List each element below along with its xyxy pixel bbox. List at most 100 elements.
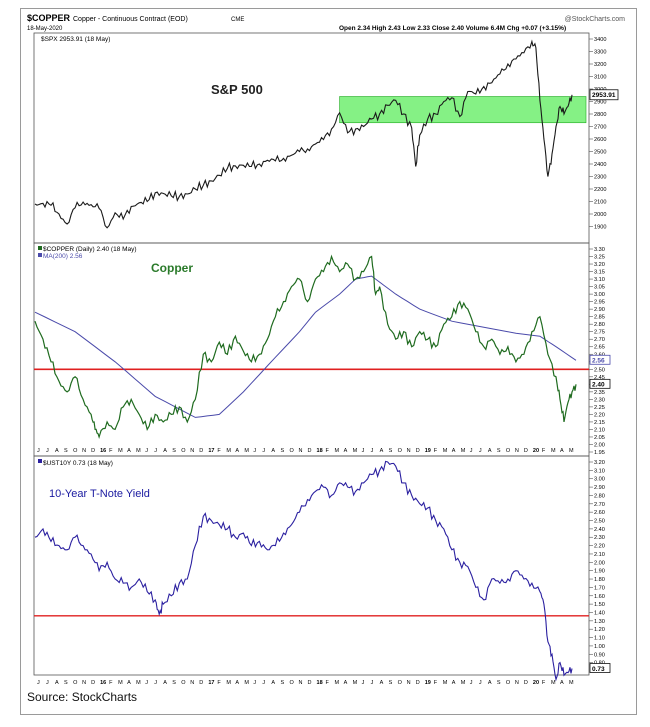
x-tick-label: O — [181, 448, 186, 454]
x-tick-label: D — [416, 680, 420, 686]
x-tick-label: A — [380, 448, 384, 454]
x-tick-label: S — [497, 448, 501, 454]
y-tick-label: 2.30 — [594, 535, 605, 541]
x-tick-label: N — [407, 680, 411, 686]
x-tick-label: S — [172, 448, 176, 454]
y-tick-label: 2.35 — [594, 390, 605, 396]
y-tick-label: 2.95 — [594, 300, 605, 306]
x-tick-label: F — [217, 680, 221, 686]
x-tick-label: N — [298, 448, 302, 454]
x-tick-label: 19 — [425, 680, 431, 686]
x-tick-label: A — [452, 448, 456, 454]
chart-symbol: $COPPER — [27, 13, 71, 23]
x-tick-label: O — [73, 448, 78, 454]
y-tick-label: 2.10 — [594, 427, 605, 433]
x-tick-label: F — [542, 448, 546, 454]
y-tick-label: 2.50 — [594, 519, 605, 525]
y-tick-label: 2.20 — [594, 544, 605, 550]
spx-y-axis: 1900 2000 2100 2200 2300 2400 2500 2600 2700 2800… — [589, 37, 606, 231]
x-tick-label: A — [55, 448, 59, 454]
y-tick-label: 2.70 — [594, 337, 605, 343]
y-tick-label: 2.80 — [594, 322, 605, 328]
x-tick-label: J — [253, 680, 256, 686]
chart-date: 18-May-2020 — [27, 26, 63, 32]
x-tick-label: N — [298, 680, 302, 686]
y-tick-label: 2.65 — [594, 345, 605, 351]
yield-x-axis: J J A S O N D 16 F M A M J J A S O N D 17 F M A M J J A S O N D 18 F M A M J… — [37, 680, 574, 686]
y-tick-label: 2.80 — [594, 493, 605, 499]
x-tick-label: 17 — [208, 680, 214, 686]
x-tick-label: M — [551, 680, 556, 686]
spx-panel — [33, 32, 590, 244]
spx-price-line — [34, 39, 573, 229]
x-tick-label: F — [326, 448, 330, 454]
y-tick-label: 1.80 — [594, 577, 605, 583]
x-tick-label: D — [524, 448, 528, 454]
x-tick-label: S — [389, 448, 393, 454]
y-tick-label: 3.00 — [594, 292, 605, 298]
x-tick-label: A — [235, 680, 239, 686]
x-tick-label: M — [244, 448, 249, 454]
ma-last-value-box — [589, 354, 611, 365]
y-tick-label: 2.90 — [594, 307, 605, 313]
y-tick-label: 3400 — [594, 37, 606, 43]
y-tick-label: 3300 — [594, 50, 606, 56]
x-tick-label: D — [91, 680, 95, 686]
y-tick-label: 2.15 — [594, 420, 605, 426]
y-tick-label: 1.10 — [594, 636, 605, 642]
x-tick-label: A — [127, 448, 131, 454]
x-tick-label: M — [226, 680, 231, 686]
y-tick-label: 2100 — [594, 200, 606, 206]
x-tick-label: 16 — [100, 680, 106, 686]
x-tick-label: D — [308, 448, 312, 454]
y-tick-label: 2300 — [594, 175, 606, 181]
x-tick-label: N — [515, 680, 519, 686]
copper-price-line — [34, 254, 577, 440]
y-tick-label: 1.20 — [594, 627, 605, 633]
x-tick-label: O — [73, 680, 78, 686]
y-tick-label: 2.60 — [594, 510, 605, 516]
x-tick-label: 17 — [208, 448, 214, 454]
x-tick-label: 16 — [100, 448, 106, 454]
x-tick-label: A — [344, 680, 348, 686]
ma-legend-swatch — [38, 253, 42, 257]
x-tick-label: D — [91, 448, 95, 454]
yield-title: 10-Year T-Note Yield — [49, 488, 150, 500]
x-tick-label: N — [82, 680, 86, 686]
yield-y-axis: 0.800.901.001.101.201.301.401.501.601.70… — [589, 460, 605, 667]
x-tick-label: A — [127, 680, 131, 686]
y-tick-label: 1.40 — [594, 610, 605, 616]
y-tick-label: 3.25 — [594, 255, 605, 261]
copper-x-axis: J J A S O N D 16 F M A M J J A S O N D 17 F M A M J J A S O N D 18 F M A M J… — [37, 448, 574, 454]
x-tick-label: S — [64, 448, 68, 454]
y-tick-label: 1.70 — [594, 585, 605, 591]
x-tick-label: M — [461, 448, 466, 454]
y-tick-label: 2.70 — [594, 502, 605, 508]
y-tick-label: 2.85 — [594, 315, 605, 321]
y-tick-label: 3.10 — [594, 277, 605, 283]
x-tick-label: M — [335, 680, 340, 686]
y-tick-label: 1.30 — [594, 619, 605, 625]
x-tick-label: D — [524, 680, 528, 686]
y-tick-label: 2.25 — [594, 405, 605, 411]
y-tick-label: 2.90 — [594, 485, 605, 491]
y-tick-label: 2.00 — [594, 442, 605, 448]
x-tick-label: M — [569, 680, 574, 686]
x-tick-label: O — [398, 680, 403, 686]
x-tick-label: J — [362, 680, 365, 686]
y-tick-label: 3.00 — [594, 477, 605, 483]
x-tick-label: M — [461, 680, 466, 686]
x-tick-label: J — [37, 680, 40, 686]
yield-legend-swatch — [38, 459, 42, 463]
x-tick-label: J — [479, 448, 482, 454]
spx-title: S&P 500 — [211, 82, 263, 97]
x-tick-label: J — [145, 680, 148, 686]
chart-exchange: CME — [231, 17, 244, 23]
x-tick-label: 20 — [533, 680, 539, 686]
y-tick-label: 3.10 — [594, 468, 605, 474]
x-tick-label: N — [515, 448, 519, 454]
x-tick-label: O — [181, 680, 186, 686]
y-tick-label: 2400 — [594, 162, 606, 168]
spx-last-value: 2953.91 — [592, 92, 616, 99]
x-tick-label: F — [434, 680, 438, 686]
